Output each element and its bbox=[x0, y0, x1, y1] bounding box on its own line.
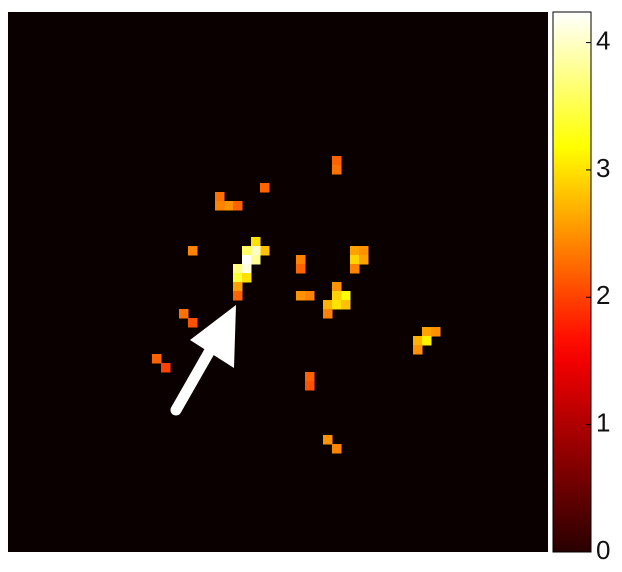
heatmap-cell bbox=[413, 345, 423, 355]
heatmap-cell bbox=[332, 165, 342, 175]
heatmap-cell bbox=[233, 291, 243, 301]
heatmap-cell bbox=[359, 255, 369, 265]
heatmap-cell bbox=[233, 201, 243, 211]
colorbar-tick-label: 0 bbox=[596, 535, 610, 565]
chart: 0 1 2 3 4 bbox=[0, 0, 622, 567]
heatmap-cell bbox=[431, 327, 441, 337]
heatmap-cell bbox=[242, 255, 252, 265]
heatmap-cell bbox=[296, 264, 306, 274]
heatmap-cell bbox=[233, 264, 243, 274]
heatmap-cell bbox=[305, 372, 315, 382]
heatmap-cell bbox=[260, 183, 270, 193]
heatmap-cell bbox=[332, 291, 342, 301]
heatmap-background bbox=[8, 12, 548, 552]
heatmap-cell bbox=[296, 291, 306, 301]
heatmap-cell bbox=[350, 255, 360, 265]
heatmap-cell bbox=[332, 300, 342, 310]
heatmap-cell bbox=[323, 300, 333, 310]
heatmap-cell bbox=[242, 273, 252, 283]
heatmap-cell bbox=[323, 435, 333, 445]
heatmap-cell bbox=[188, 318, 198, 328]
heatmap-cell bbox=[422, 336, 432, 346]
heatmap-cell bbox=[233, 273, 243, 283]
heatmap-cell bbox=[359, 246, 369, 256]
heatmap-cell bbox=[341, 291, 351, 301]
colorbar-tick-label: 1 bbox=[596, 408, 610, 438]
heatmap-cell bbox=[242, 264, 252, 274]
heatmap-cell bbox=[350, 246, 360, 256]
heatmap-cell bbox=[224, 201, 234, 211]
heatmap-cell bbox=[215, 201, 225, 211]
heatmap-cell bbox=[332, 282, 342, 292]
heatmap-cell bbox=[332, 444, 342, 454]
heatmap-cell bbox=[179, 309, 189, 319]
heatmap-cell bbox=[332, 156, 342, 166]
heatmap-cell bbox=[413, 336, 423, 346]
heatmap-cell bbox=[251, 246, 261, 256]
heatmap-cell bbox=[260, 246, 270, 256]
heatmap-cell bbox=[251, 255, 261, 265]
colorbar bbox=[553, 12, 591, 552]
heatmap-cell bbox=[233, 282, 243, 292]
heatmap-cell bbox=[152, 354, 162, 364]
heatmap-cell bbox=[296, 255, 306, 265]
heatmap-cell bbox=[251, 237, 261, 247]
colorbar-tick-label: 2 bbox=[596, 280, 610, 310]
heatmap-cell bbox=[350, 264, 360, 274]
heatmap-cell bbox=[305, 381, 315, 391]
heatmap-cell bbox=[305, 291, 315, 301]
heatmap-cell bbox=[341, 300, 351, 310]
colorbar-tick-label: 4 bbox=[596, 25, 610, 55]
heatmap-cell bbox=[323, 309, 333, 319]
colorbar-tick-label: 3 bbox=[596, 153, 610, 183]
heatmap-cell bbox=[215, 192, 225, 202]
heatmap-cell bbox=[422, 327, 432, 337]
heatmap-cell bbox=[242, 246, 252, 256]
heatmap-cell bbox=[161, 363, 171, 373]
heatmap-cell bbox=[188, 246, 198, 256]
